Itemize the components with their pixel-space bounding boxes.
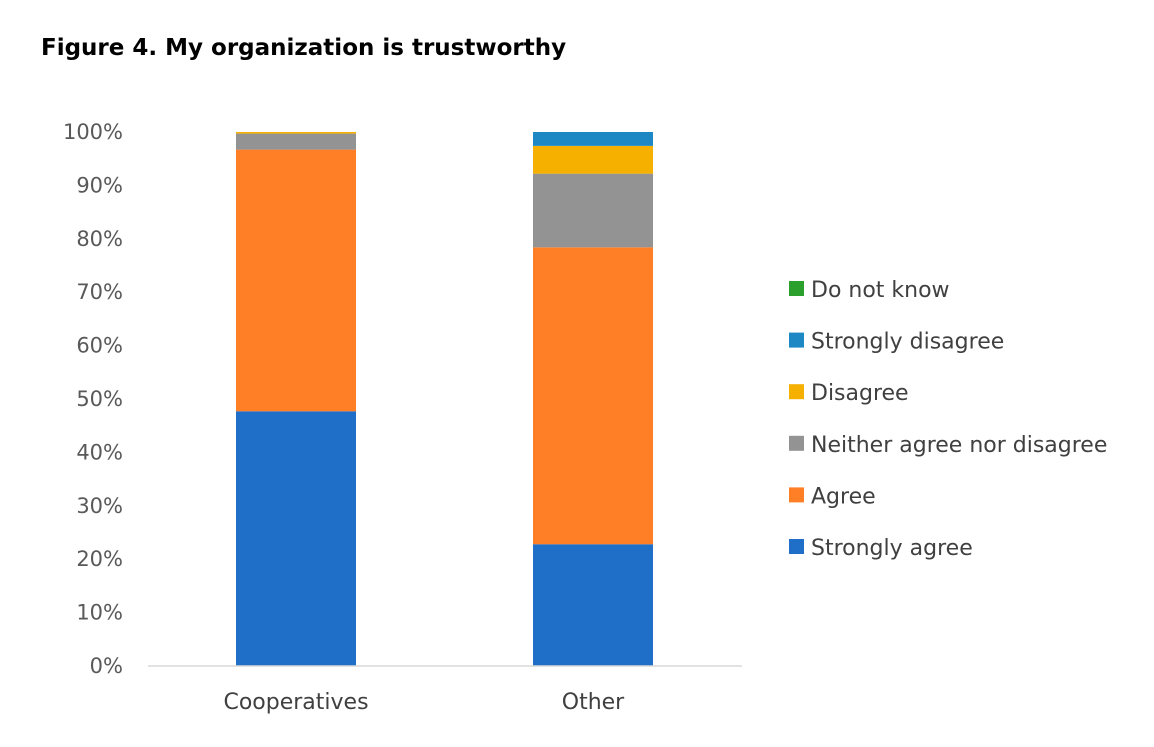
y-tick-label: 30%	[76, 494, 123, 518]
y-tick-label: 0%	[90, 654, 123, 678]
y-tick-label: 60%	[76, 334, 123, 358]
y-tick-label: 50%	[76, 387, 123, 411]
legend-label: Strongly agree	[811, 536, 973, 561]
legend-label: Do not know	[811, 278, 950, 303]
bar-segment-1-2	[533, 173, 653, 248]
bar-segment-1-1	[533, 247, 653, 545]
legend-label: Strongly disagree	[811, 330, 1004, 355]
legend: Do not know Strongly disagree Disagree Neit…	[789, 278, 1107, 561]
x-category-label: Other	[562, 690, 625, 715]
y-tick-label: 90%	[76, 173, 123, 197]
y-tick-label: 100%	[63, 120, 123, 144]
legend-swatch	[789, 384, 804, 400]
y-tick-label: 70%	[76, 280, 123, 304]
y-tick-label: 20%	[76, 547, 123, 571]
legend-swatch	[789, 332, 804, 348]
bars	[236, 132, 653, 666]
bar-segment-0-1	[236, 149, 356, 412]
chart-title: Figure 4. My organization is trustworthy	[41, 35, 567, 61]
y-tick-label: 10%	[76, 601, 123, 625]
x-category-label: Cooperatives	[223, 690, 368, 715]
y-tick-label: 80%	[76, 227, 123, 251]
bar-segment-0-0	[236, 411, 356, 666]
legend-label: Agree	[811, 484, 876, 509]
bar-segment-1-0	[533, 544, 653, 666]
legend-label: Disagree	[811, 381, 909, 406]
legend-swatch	[789, 539, 804, 554]
x-axis: Cooperatives Other	[223, 690, 625, 715]
legend-swatch	[789, 281, 804, 296]
bar-segment-1-3	[533, 145, 653, 174]
legend-swatch	[789, 435, 804, 451]
bar-segment-0-3	[236, 132, 356, 134]
y-tick-label: 40%	[76, 440, 123, 464]
y-axis: 0% 10% 20% 30% 40% 50% 60% 70% 80% 90% 100%	[63, 120, 123, 678]
bar-segment-1-4	[533, 132, 653, 146]
bar-segment-0-2	[236, 133, 356, 150]
legend-swatch	[789, 487, 804, 503]
legend-label: Neither agree nor disagree	[811, 433, 1107, 458]
